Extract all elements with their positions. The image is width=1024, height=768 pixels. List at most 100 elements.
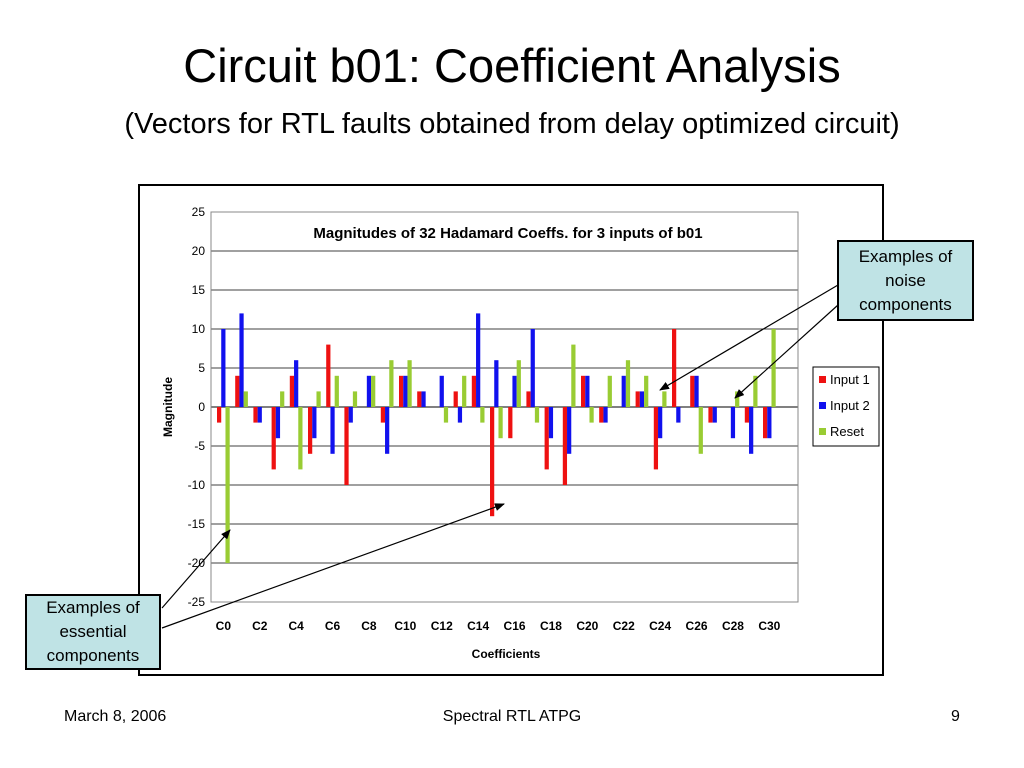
bar-input-1-c1 bbox=[235, 375, 240, 407]
bar-input-1-c6 bbox=[326, 344, 331, 407]
bar-input-1-c26 bbox=[690, 375, 695, 407]
bar-reset-c10 bbox=[407, 360, 412, 407]
bar-reset-c17 bbox=[534, 407, 540, 423]
bar-reset-c19 bbox=[571, 344, 576, 407]
legend-label-reset: Reset bbox=[830, 424, 864, 439]
bar-input-1-c9 bbox=[380, 407, 386, 423]
bar-input-1-c4 bbox=[289, 375, 295, 407]
bar-input-1-c24 bbox=[653, 407, 659, 470]
bar-reset-c1 bbox=[243, 391, 248, 407]
chart-title: Magnitudes of 32 Hadamard Coeffs. for 3 … bbox=[313, 225, 702, 242]
bar-input-2-c26 bbox=[694, 375, 699, 407]
bar-input-1-c27 bbox=[708, 407, 713, 423]
y-tick-label: 10 bbox=[192, 322, 206, 336]
legend-swatch-input-2 bbox=[819, 402, 826, 409]
bar-input-2-c12 bbox=[439, 375, 444, 407]
bar-input-2-c9 bbox=[385, 407, 390, 454]
y-tick-label: 15 bbox=[192, 283, 206, 297]
bar-reset-c3 bbox=[280, 391, 285, 407]
y-tick-label: 0 bbox=[198, 400, 205, 414]
x-tick-label: C2 bbox=[252, 619, 268, 633]
bar-input-1-c5 bbox=[308, 407, 313, 454]
x-tick-label: C16 bbox=[504, 619, 526, 633]
noise-components-callout: Examples of noise components bbox=[837, 240, 974, 321]
bar-reset-c6 bbox=[334, 375, 339, 407]
x-tick-label: C24 bbox=[649, 619, 671, 633]
bar-input-1-c29 bbox=[744, 407, 750, 423]
bar-reset-c24 bbox=[662, 391, 667, 407]
bar-reset-c14 bbox=[480, 407, 485, 423]
bar-input-2-c22 bbox=[621, 375, 626, 407]
x-tick-label: C14 bbox=[467, 619, 489, 633]
bar-reset-c22 bbox=[625, 360, 631, 407]
legend-swatch-input-1 bbox=[819, 376, 826, 383]
x-tick-label: C30 bbox=[758, 619, 780, 633]
y-tick-label: -20 bbox=[188, 556, 206, 570]
chart-title-box bbox=[245, 219, 772, 245]
bar-reset-c8 bbox=[371, 375, 376, 407]
y-tick-label: 20 bbox=[192, 244, 206, 258]
footer-title: Spectral RTL ATPG bbox=[442, 708, 582, 725]
bar-input-1-c7 bbox=[344, 407, 349, 485]
bar-reset-c23 bbox=[644, 375, 649, 407]
bar-input-2-c21 bbox=[603, 407, 608, 423]
bar-input-2-c13 bbox=[457, 407, 463, 423]
y-tick-label: -15 bbox=[188, 517, 206, 531]
bar-input-1-c11 bbox=[417, 391, 422, 407]
bar-input-2-c2 bbox=[257, 407, 262, 423]
bar-input-2-c16 bbox=[512, 375, 517, 407]
bar-input-2-c15 bbox=[494, 360, 499, 407]
x-tick-label: C18 bbox=[540, 619, 562, 633]
bar-reset-c9 bbox=[389, 360, 394, 407]
bar-input-2-c24 bbox=[658, 407, 663, 439]
bar-input-2-c30 bbox=[767, 407, 772, 439]
bar-input-2-c25 bbox=[676, 407, 681, 423]
bar-reset-c0 bbox=[225, 407, 230, 563]
page-number: 9 bbox=[951, 708, 960, 725]
y-tick-label: 25 bbox=[192, 205, 206, 219]
bar-input-1-c3 bbox=[271, 407, 276, 470]
bar-input-1-c25 bbox=[672, 329, 677, 407]
bar-reset-c12 bbox=[443, 407, 449, 423]
bar-input-1-c15 bbox=[490, 407, 495, 517]
legend-label-input-1: Input 1 bbox=[830, 372, 870, 387]
bar-reset-c28 bbox=[735, 391, 740, 407]
x-tick-label: C0 bbox=[216, 619, 232, 633]
y-axis-label: Magnitude bbox=[161, 377, 175, 437]
bar-reset-c7 bbox=[352, 391, 358, 407]
bar-reset-c29 bbox=[753, 375, 758, 407]
bar-input-2-c1 bbox=[239, 313, 244, 407]
bar-input-2-c5 bbox=[312, 407, 317, 439]
x-tick-label: C12 bbox=[431, 619, 453, 633]
bar-input-2-c8 bbox=[366, 375, 372, 407]
bar-input-2-c11 bbox=[421, 391, 426, 407]
bar-input-1-c18 bbox=[544, 407, 549, 470]
chart-svg: 25 20 15 10 5 0 -5 -10 -15 -20 -25 C0 C2 C4 C6 C8 C10 C12… bbox=[161, 205, 880, 661]
bar-input-2-c27 bbox=[712, 407, 717, 423]
bar-reset-c21 bbox=[607, 375, 612, 407]
y-tick-label: -10 bbox=[188, 478, 206, 492]
bar-input-2-c29 bbox=[749, 407, 754, 454]
slide-title: Circuit b01: Coefficient Analysis bbox=[183, 39, 841, 92]
bar-input-1-c23 bbox=[635, 391, 640, 407]
bar-reset-c5 bbox=[316, 391, 321, 407]
bar-input-1-c21 bbox=[599, 407, 604, 423]
x-axis-label: Coefficients bbox=[472, 647, 541, 661]
legend-label-input-2: Input 2 bbox=[830, 398, 870, 413]
bar-input-1-c0 bbox=[217, 407, 222, 423]
y-tick-label: -5 bbox=[194, 439, 205, 453]
bar-reset-c15 bbox=[498, 407, 503, 439]
x-tick-label: C4 bbox=[288, 619, 304, 633]
x-tick-label: C10 bbox=[394, 619, 416, 633]
bar-input-1-c20 bbox=[581, 375, 586, 407]
bar-input-2-c19 bbox=[567, 407, 572, 454]
x-tick-label: C20 bbox=[576, 619, 598, 633]
bar-input-2-c6 bbox=[330, 407, 335, 454]
x-tick-label: C22 bbox=[613, 619, 635, 633]
bar-input-2-c28 bbox=[730, 407, 736, 439]
bar-input-1-c2 bbox=[253, 407, 258, 423]
bar-input-1-c14 bbox=[471, 375, 477, 407]
bar-input-1-c13 bbox=[453, 391, 458, 407]
bar-input-2-c18 bbox=[548, 407, 554, 439]
bar-input-2-c10 bbox=[403, 375, 408, 407]
